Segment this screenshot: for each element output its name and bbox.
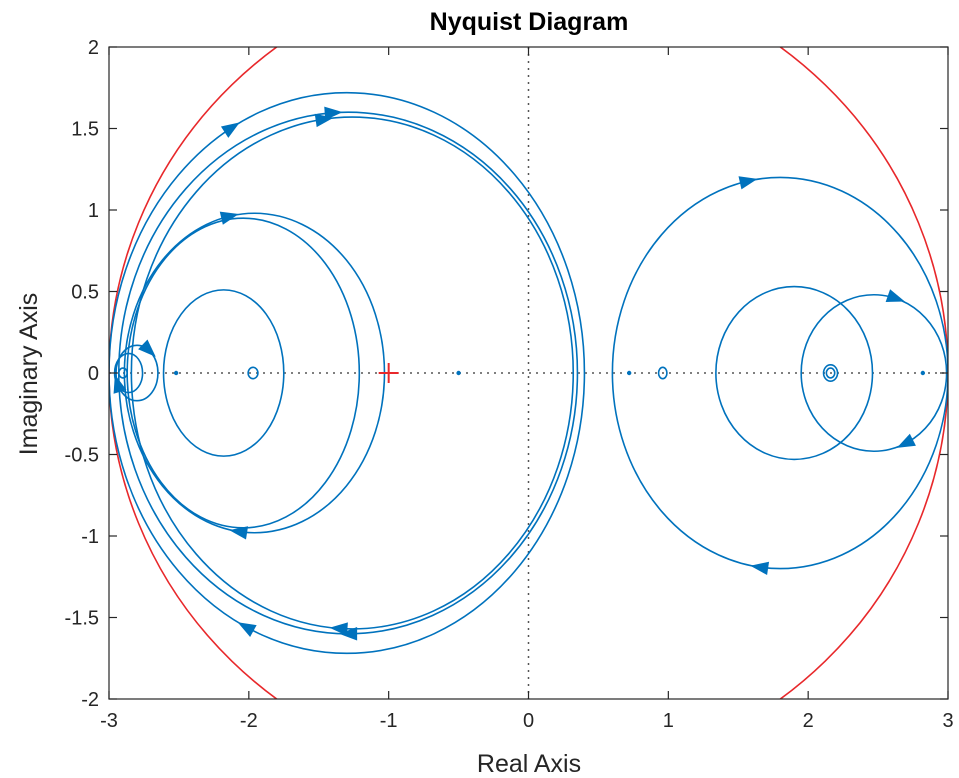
- chart-title: Nyquist Diagram: [430, 8, 629, 36]
- x-tick-label: 1: [663, 710, 674, 732]
- x-tick-label: 2: [803, 710, 814, 732]
- direction-arrow: [237, 622, 257, 637]
- y-tick-label: -1: [81, 526, 99, 548]
- y-tick-label: -0.5: [65, 445, 99, 467]
- axis-dot: [626, 370, 632, 376]
- axis-dot: [456, 370, 461, 376]
- direction-arrow: [229, 526, 249, 540]
- direction-arrow: [329, 622, 348, 636]
- nyquist-curve: [130, 116, 575, 630]
- nyquist-curve: [247, 366, 259, 380]
- direction-arrow: [113, 374, 127, 394]
- axis-ticks: [108, 46, 949, 700]
- x-tick-label: 3: [942, 710, 953, 732]
- y-tick-label: 1.5: [71, 119, 99, 141]
- y-axis-label: Imaginary Axis: [15, 293, 43, 456]
- x-tick-label: -3: [100, 710, 118, 732]
- y-tick-label: -1.5: [65, 608, 99, 630]
- direction-arrow: [750, 561, 770, 576]
- nyquist-curve: [657, 366, 668, 380]
- direction-arrow: [138, 339, 156, 357]
- y-tick-label: 1: [88, 200, 99, 222]
- zero-lines: [109, 47, 948, 699]
- nyquist-curve: [611, 176, 948, 570]
- axis-dots: [173, 370, 926, 376]
- y-tick-label: 0: [88, 363, 99, 385]
- nyquist-curve: [162, 289, 285, 457]
- y-tick-label: -2: [81, 689, 99, 711]
- nyquist-curve: [825, 367, 836, 379]
- direction-arrow: [339, 627, 358, 641]
- critical-point-marker: [378, 363, 399, 383]
- y-tick-label: 0.5: [71, 282, 99, 304]
- direction-arrow: [324, 106, 343, 121]
- direction-arrow: [738, 176, 758, 190]
- x-tick-label: 0: [523, 710, 534, 732]
- axis-dot: [920, 370, 926, 376]
- direction-arrow: [896, 433, 916, 448]
- direction-arrow: [219, 211, 239, 225]
- y-tick-label: 2: [88, 37, 99, 59]
- nyquist-curve: [715, 285, 874, 461]
- direction-arrows: [113, 106, 916, 641]
- unit-circle-curve: [109, 47, 948, 699]
- direction-arrow: [314, 113, 334, 128]
- x-tick-label: -1: [380, 710, 398, 732]
- x-axis-label: Real Axis: [477, 750, 581, 778]
- nyquist-curve: [117, 367, 128, 379]
- axis-dot: [173, 370, 179, 376]
- tick-labels: -3 -2 -1 0 1 2 3-2-1.5-1-0.500.511.52: [65, 37, 954, 732]
- x-tick-label: -2: [240, 710, 258, 732]
- nyquist-curve: [822, 364, 839, 382]
- response-curves: [109, 47, 948, 699]
- direction-arrow: [220, 122, 240, 138]
- direction-arrow: [885, 289, 905, 302]
